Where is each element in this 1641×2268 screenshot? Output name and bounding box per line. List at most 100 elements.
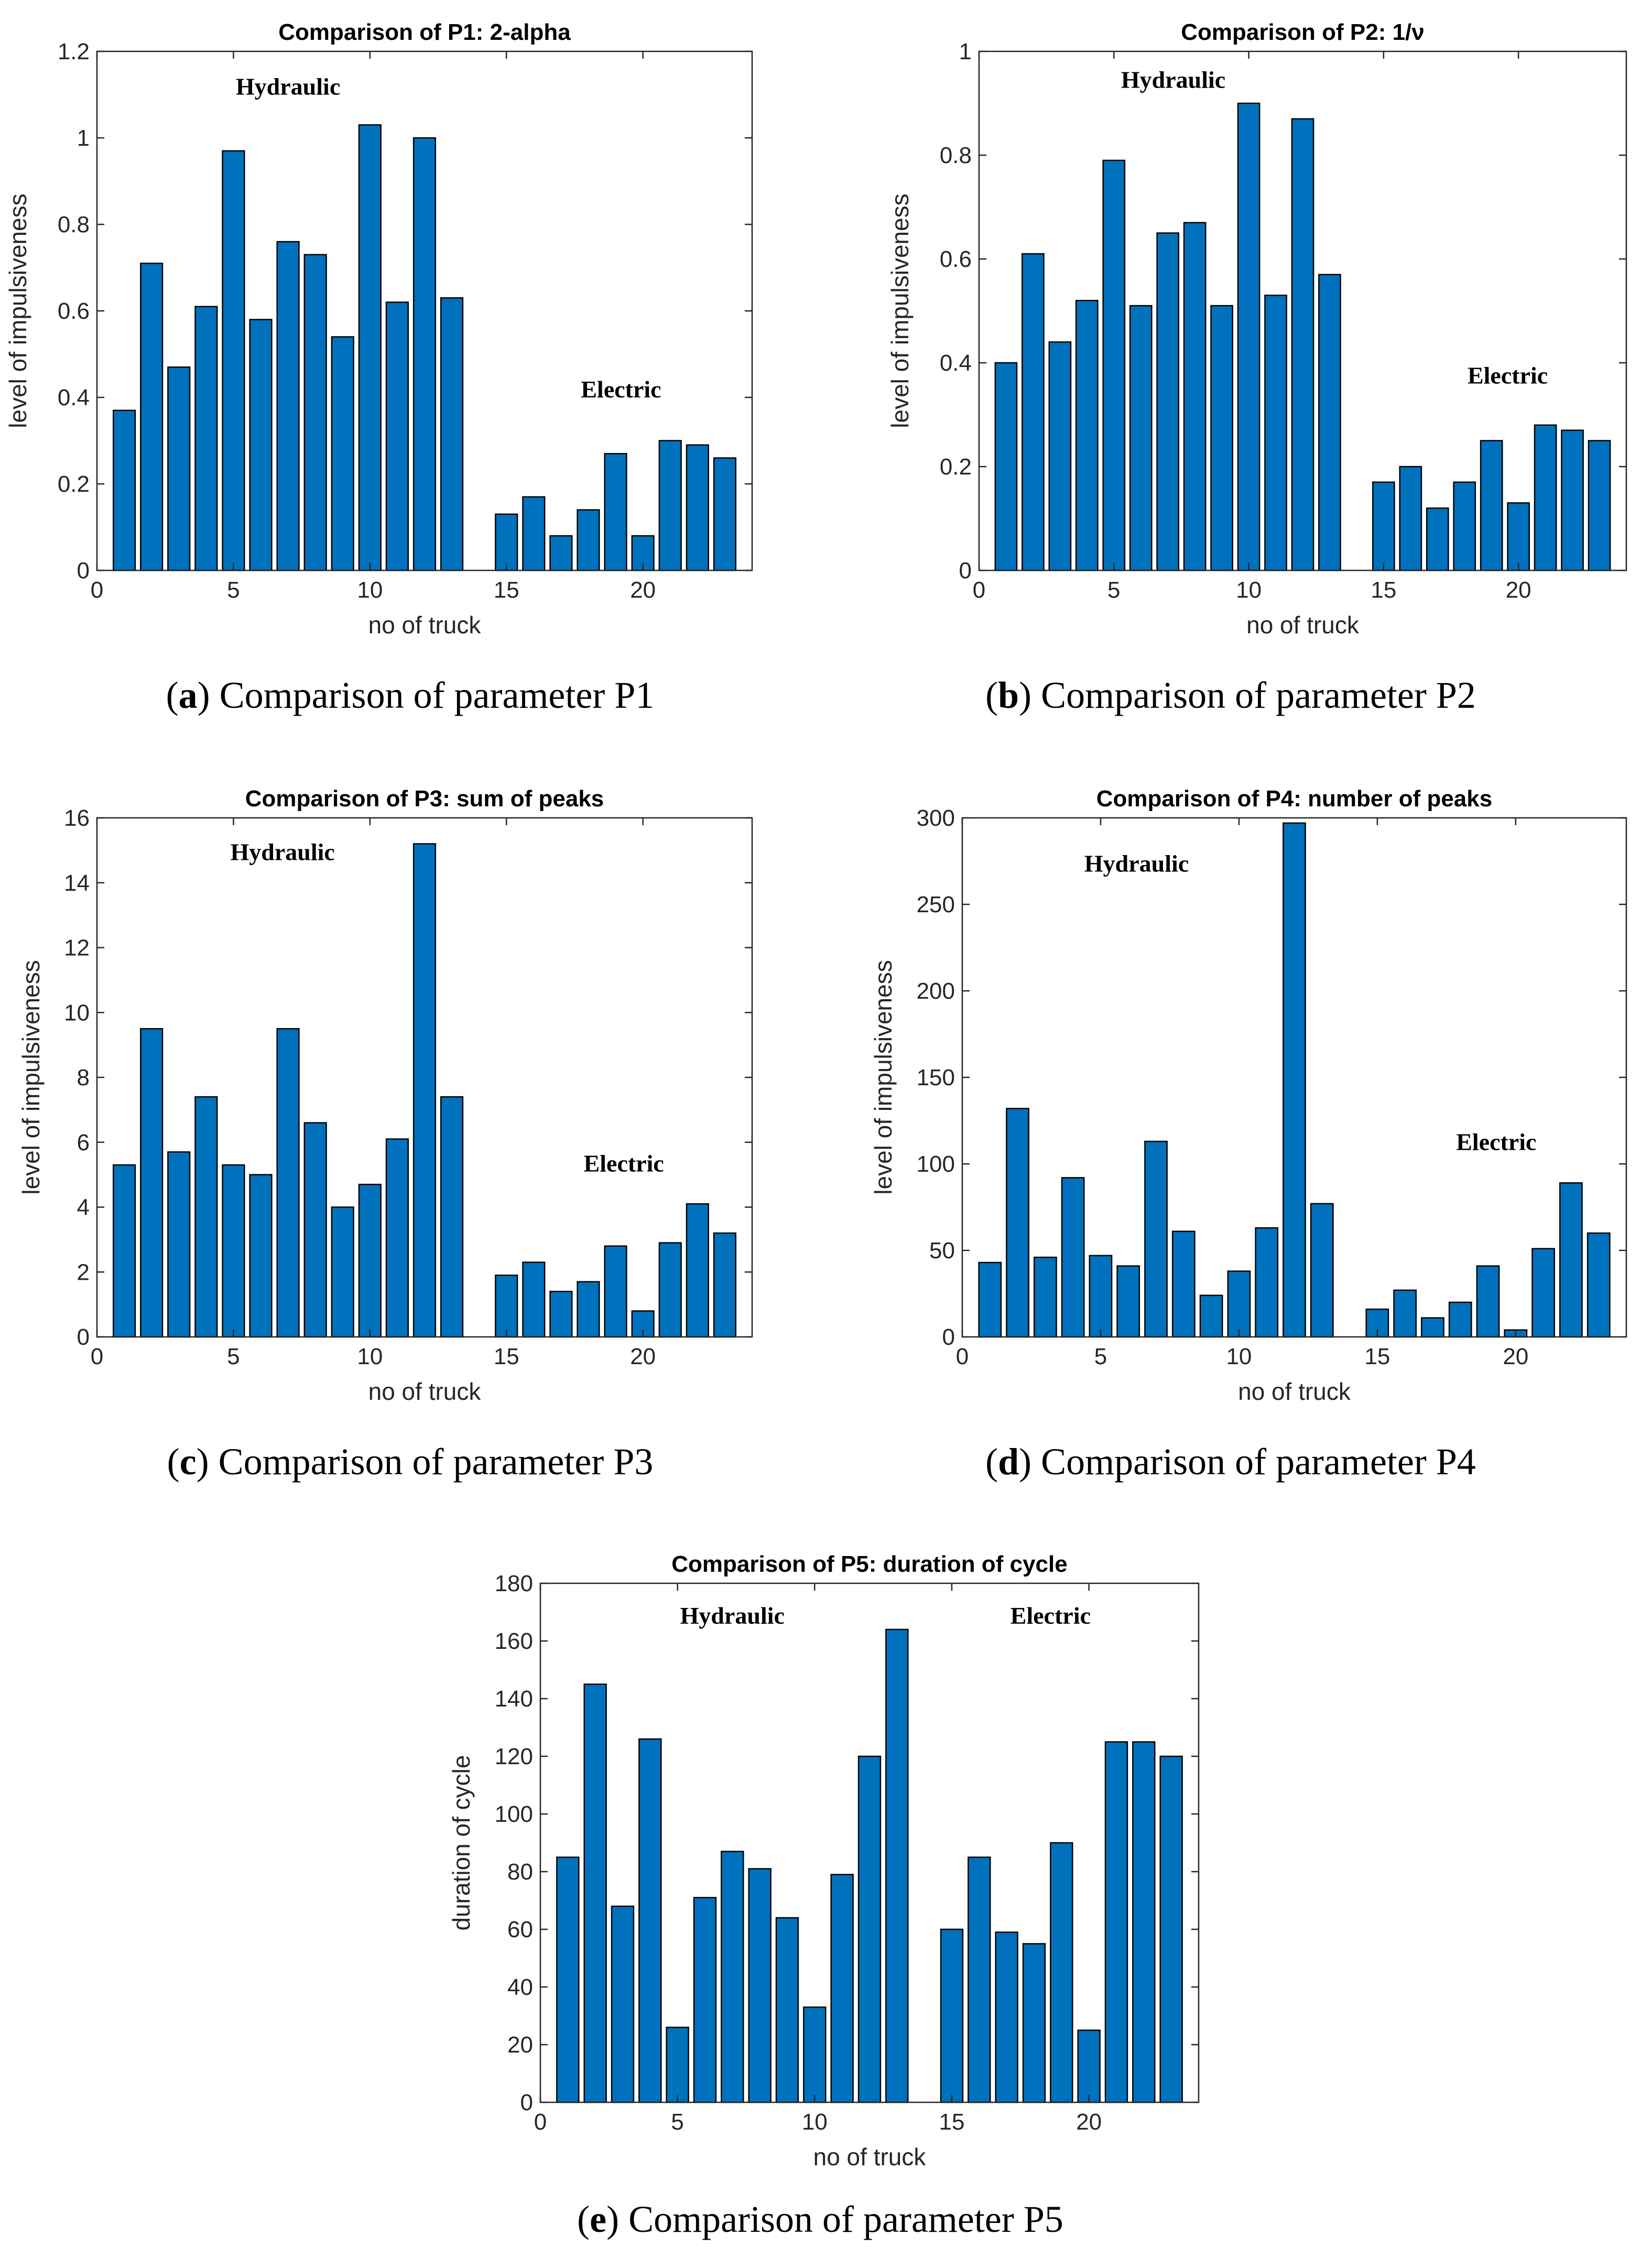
bar-p1-truck-18 bbox=[577, 509, 600, 571]
bar-p3-truck-11 bbox=[385, 1138, 409, 1338]
caption-text-p5: Comparison of parameter P5 bbox=[619, 2198, 1063, 2240]
bar-p4-truck-1 bbox=[978, 1261, 1002, 1338]
x-tick-label-p4-5: 5 bbox=[1094, 1344, 1107, 1369]
bar-p5-truck-8 bbox=[748, 1868, 771, 2103]
chart-p2: Comparison of P2: 1/ν 0 5 10 15 20 0 0.2 0.4 0.6 0… bbox=[886, 19, 1627, 639]
caption-p5: (e) Comparison of parameter P5 bbox=[577, 2198, 1063, 2240]
bar-p1-truck-13 bbox=[440, 297, 464, 571]
y-tick-label-p4-0: 0 bbox=[942, 1324, 955, 1350]
chart-panel-p5: Comparison of P5: duration of cycle 0 5 10 1… bbox=[410, 1532, 1231, 2268]
x-tick-label-p4-15: 15 bbox=[1364, 1344, 1390, 1369]
y-tick-label-p1-0: 0 bbox=[77, 558, 90, 584]
bar-p4-truck-9 bbox=[1199, 1294, 1223, 1338]
bar-p2-truck-4 bbox=[1075, 299, 1099, 571]
annotation-p5-electric: Electric bbox=[1010, 1602, 1091, 1629]
y-tick-label-p2-5: 1 bbox=[959, 39, 972, 64]
bar-p2-truck-13 bbox=[1318, 274, 1341, 571]
caption-p3: (c) Comparison of parameter P3 bbox=[167, 1441, 654, 1483]
caption-text-p3: Comparison of parameter P3 bbox=[209, 1441, 654, 1483]
bar-p2-truck-20 bbox=[1507, 502, 1530, 571]
bar-p3-truck-5 bbox=[222, 1164, 245, 1338]
bar-p3-truck-16 bbox=[522, 1261, 546, 1338]
y-tick-label-p5-0: 0 bbox=[520, 2090, 533, 2115]
x-tick-label-p4-20: 20 bbox=[1503, 1344, 1528, 1369]
bar-p2-truck-17 bbox=[1426, 507, 1449, 571]
x-tick-label-p1-15: 15 bbox=[494, 577, 519, 603]
y-tick-label-p5-6: 120 bbox=[495, 1744, 533, 1769]
x-axis-label-p4: no of truck bbox=[1238, 1378, 1351, 1405]
plot-frame-p2 bbox=[978, 50, 1627, 571]
bar-p3-truck-22 bbox=[686, 1203, 709, 1338]
bar-p5-truck-7 bbox=[721, 1851, 744, 2103]
x-tick-label-p3-15: 15 bbox=[494, 1344, 519, 1369]
caption-letter-p5: e bbox=[590, 2198, 607, 2240]
y-tick-label-p5-4: 80 bbox=[507, 1859, 533, 1885]
bar-p2-truck-11 bbox=[1264, 295, 1287, 571]
bar-p1-truck-3 bbox=[167, 366, 191, 571]
bar-p4-truck-5 bbox=[1089, 1255, 1113, 1338]
bar-p2-truck-8 bbox=[1183, 222, 1207, 571]
y-tick-label-p5-8: 160 bbox=[495, 1628, 533, 1654]
bar-p1-truck-16 bbox=[522, 496, 546, 571]
bar-p1-truck-9 bbox=[331, 336, 354, 571]
bar-p5-truck-15 bbox=[940, 1928, 964, 2103]
bar-p4-truck-6 bbox=[1116, 1265, 1140, 1338]
bar-p2-truck-9 bbox=[1210, 305, 1233, 571]
bar-p5-truck-3 bbox=[611, 1905, 635, 2103]
y-axis-label-p3: level of impulsiveness bbox=[17, 960, 45, 1194]
y-tick-label-p2-0: 0 bbox=[959, 558, 972, 584]
bar-p3-truck-10 bbox=[358, 1183, 382, 1338]
bar-p2-truck-5 bbox=[1102, 159, 1126, 571]
y-tick-label-p3-1: 2 bbox=[77, 1259, 90, 1285]
x-tick-label-p4-0: 0 bbox=[956, 1344, 969, 1369]
chart-panel-p3: Comparison of P3: sum of peaks 0 5 10 15 20 0 2… bbox=[0, 766, 820, 1511]
x-tick-label-p3-0: 0 bbox=[91, 1344, 103, 1369]
y-axis-label-p5: duration of cycle bbox=[448, 1755, 475, 1931]
bar-p4-truck-18 bbox=[1448, 1301, 1472, 1338]
bar-p1-truck-1 bbox=[113, 409, 136, 571]
bar-p5-truck-17 bbox=[995, 1931, 1018, 2103]
y-tick-label-p5-7: 140 bbox=[495, 1686, 533, 1712]
annotation-p2-hydraulic: Hydraulic bbox=[1121, 66, 1225, 93]
bar-p3-truck-2 bbox=[140, 1028, 164, 1338]
bar-p2-truck-2 bbox=[1021, 253, 1045, 571]
y-tick-label-p4-6: 300 bbox=[917, 805, 955, 831]
annotation-p3-hydraulic: Hydraulic bbox=[230, 838, 334, 865]
chart-p3: Comparison of P3: sum of peaks 0 5 10 15 20 0 2… bbox=[17, 786, 753, 1405]
y-tick-label-p3-6: 12 bbox=[64, 935, 90, 961]
bar-p5-truck-2 bbox=[583, 1683, 607, 2103]
chart-p4: Comparison of P4: number of peaks 0 5 10 15 2… bbox=[870, 786, 1627, 1405]
bar-p5-truck-18 bbox=[1022, 1943, 1046, 2103]
caption-letter-p3: c bbox=[179, 1441, 197, 1483]
x-tick-label-p5-20: 20 bbox=[1076, 2109, 1102, 2135]
caption-p2: (b) Comparison of parameter P2 bbox=[985, 674, 1476, 716]
bar-p1-truck-10 bbox=[358, 124, 382, 571]
x-tick-label-p1-10: 10 bbox=[357, 577, 383, 603]
y-tick-label-p3-3: 6 bbox=[77, 1130, 90, 1155]
y-tick-label-p5-2: 40 bbox=[507, 1974, 533, 2000]
y-tick-label-p2-2: 0.4 bbox=[940, 350, 972, 376]
bar-p2-truck-12 bbox=[1291, 118, 1314, 571]
chart-panel-p4: Comparison of P4: number of peaks 0 5 10 15 2… bbox=[820, 766, 1641, 1511]
x-tick-label-p4-10: 10 bbox=[1226, 1344, 1252, 1369]
bar-p5-truck-9 bbox=[775, 1917, 799, 2103]
x-tick-label-p2-10: 10 bbox=[1236, 577, 1262, 603]
x-tick-label-p2-15: 15 bbox=[1371, 577, 1396, 603]
x-tick-label-p3-20: 20 bbox=[630, 1344, 656, 1369]
chart-title-p5: Comparison of P5: duration of cycle bbox=[671, 1551, 1067, 1577]
bar-p3-truck-7 bbox=[276, 1028, 300, 1338]
bar-p2-truck-23 bbox=[1588, 440, 1611, 571]
bar-p1-truck-7 bbox=[276, 241, 300, 571]
annotation-p3-electric: Electric bbox=[584, 1150, 664, 1176]
bar-p2-truck-19 bbox=[1480, 440, 1503, 571]
bar-p1-truck-6 bbox=[249, 319, 273, 571]
y-tick-label-p3-5: 10 bbox=[64, 1000, 90, 1025]
x-tick-label-p2-20: 20 bbox=[1506, 577, 1531, 603]
caption-text-p4: Comparison of parameter P4 bbox=[1031, 1441, 1476, 1483]
bar-p1-truck-12 bbox=[412, 137, 437, 571]
x-tick-label-p5-5: 5 bbox=[671, 2109, 683, 2135]
bar-p1-truck-11 bbox=[385, 301, 409, 571]
bar-p4-truck-13 bbox=[1310, 1203, 1334, 1338]
annotation-p4-hydraulic: Hydraulic bbox=[1084, 850, 1189, 877]
bar-p3-truck-15 bbox=[495, 1275, 518, 1338]
